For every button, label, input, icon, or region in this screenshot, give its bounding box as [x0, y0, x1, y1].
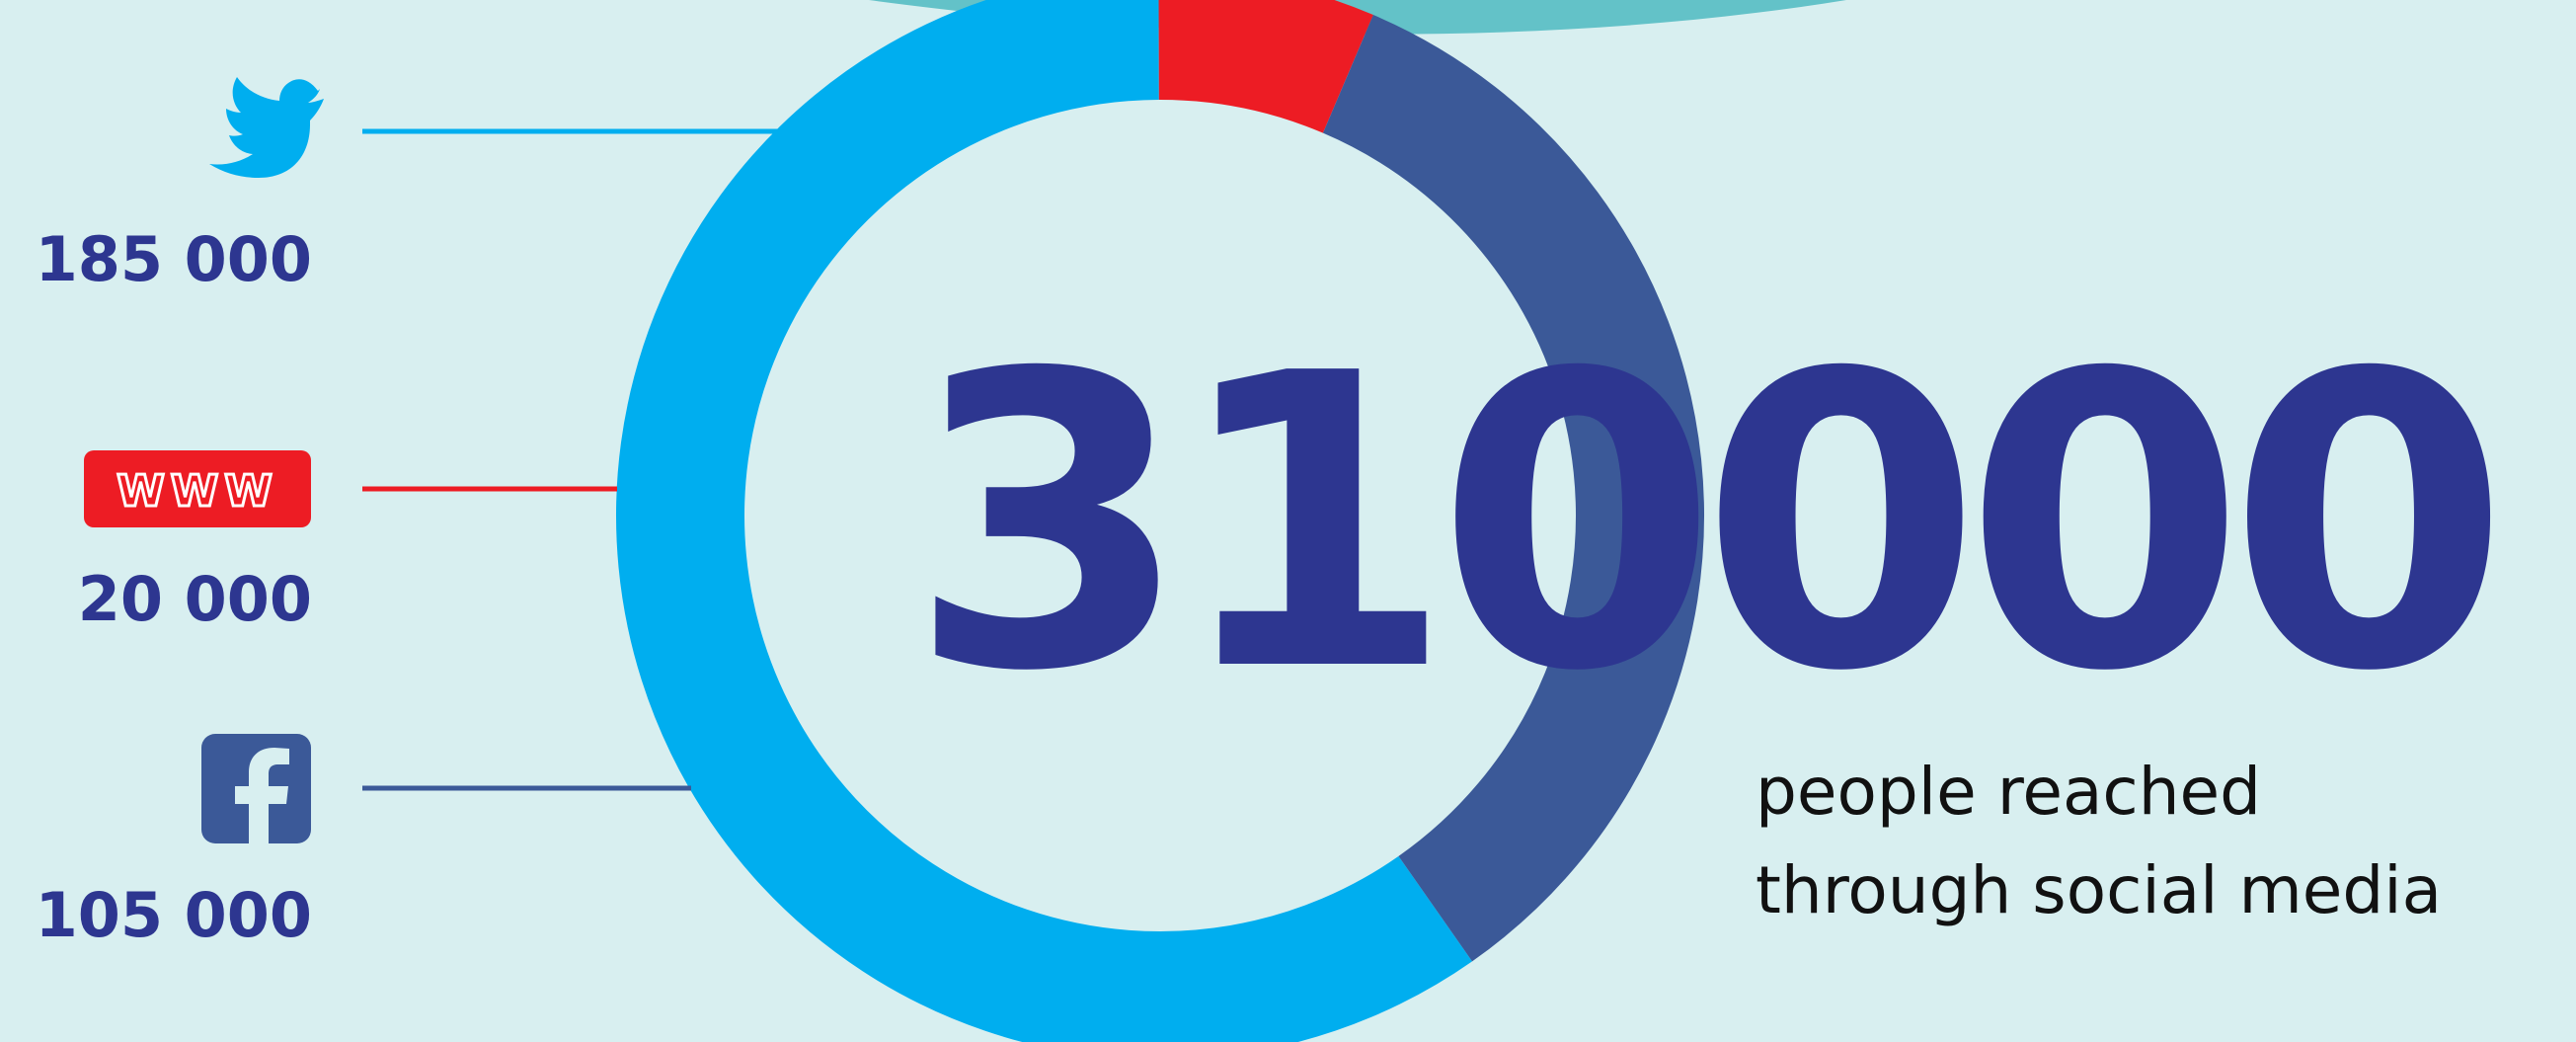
donut-segment-twitter — [616, 0, 1472, 1042]
twitter-stat-value: 185 000 — [35, 223, 312, 295]
facebook-stat-value: 105 000 — [35, 879, 312, 951]
donut-segment-facebook — [1322, 15, 1704, 962]
www-stat-value: 20 000 — [77, 563, 312, 635]
total-reach-caption: people reached through social media — [1756, 743, 2442, 940]
caption-line-2: through social media — [1756, 852, 2443, 928]
donut-chart — [616, 0, 1704, 1042]
caption-line-1: people reached — [1756, 754, 2262, 830]
www-icon: WWW — [84, 450, 311, 527]
twitter-bird-icon — [209, 77, 324, 178]
facebook-f-icon — [201, 734, 311, 843]
total-reach-number: 310000 — [908, 287, 2510, 760]
donut-segment-www — [1157, 0, 1373, 134]
www-icon-label: WWW — [117, 466, 278, 517]
